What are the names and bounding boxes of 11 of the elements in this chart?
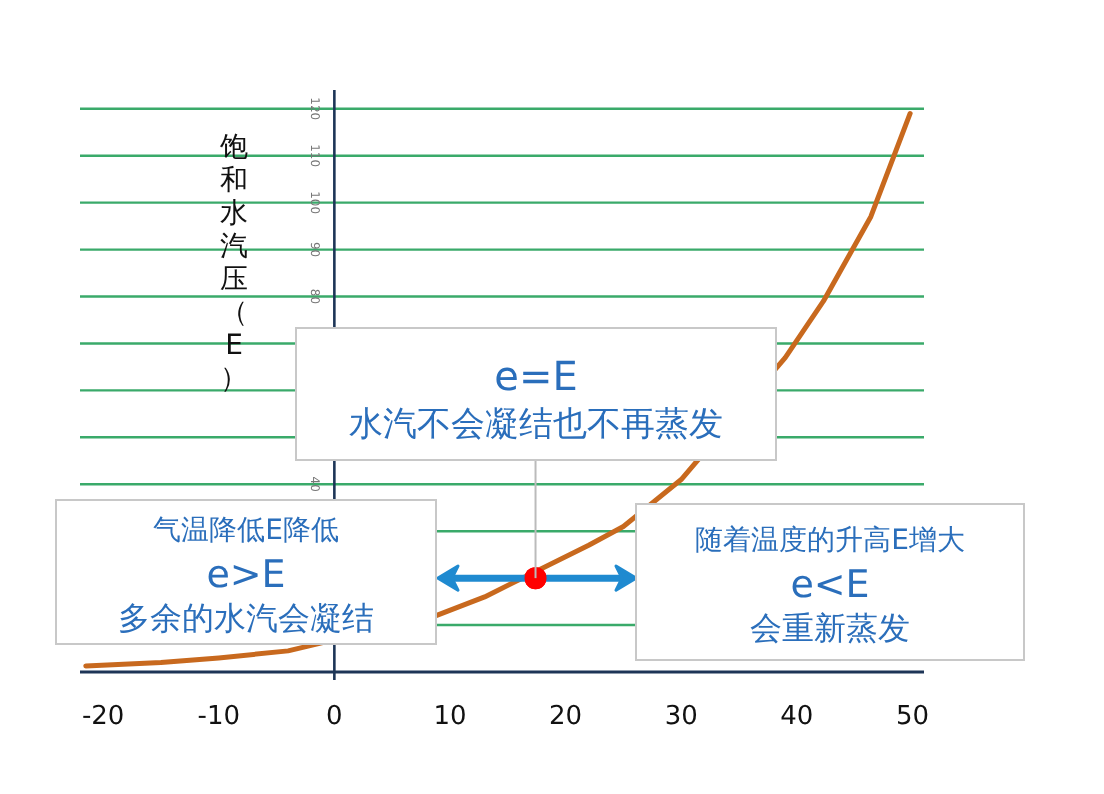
annotation: 气温降低E降低 e>E 多余的水汽会凝结 [118, 515, 374, 638]
x-tick-label: 0 [326, 702, 343, 732]
x-tick-label: 20 [549, 702, 583, 732]
x-tick-label: 50 [895, 702, 929, 732]
x-tick-label: 10 [433, 702, 467, 732]
x-tick-label: 40 [780, 702, 814, 732]
annotation: 随着温度的升高E增大 e<E 会重新蒸发 [695, 525, 965, 648]
x-tick-label: -10 [197, 702, 240, 732]
x-tick-label: -20 [81, 702, 125, 732]
annotation: e=E 水汽不会凝结也不再蒸发 [349, 351, 723, 446]
x-tick-label: 30 [664, 702, 698, 732]
